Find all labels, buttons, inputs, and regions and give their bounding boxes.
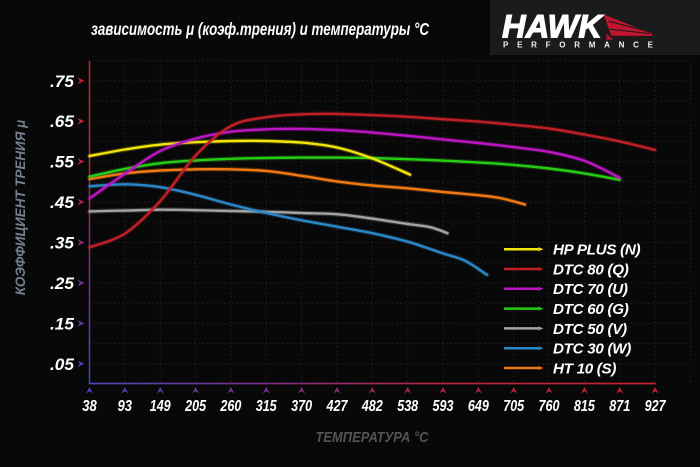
- svg-text:.35: .35: [50, 234, 75, 253]
- svg-text:.15: .15: [50, 314, 75, 333]
- svg-text:.75: .75: [50, 72, 75, 91]
- svg-text:427: 427: [326, 398, 349, 415]
- svg-text:.05: .05: [50, 355, 75, 374]
- svg-text:815: 815: [574, 398, 596, 415]
- svg-text:.45: .45: [50, 193, 75, 212]
- svg-text:DTC 80 (Q): DTC 80 (Q): [553, 261, 629, 278]
- svg-text:149: 149: [150, 398, 171, 415]
- svg-text:927: 927: [645, 398, 667, 415]
- svg-text:482: 482: [361, 398, 383, 415]
- svg-text:315: 315: [256, 398, 278, 415]
- svg-text:705: 705: [503, 398, 525, 415]
- svg-text:DTC 50 (V): DTC 50 (V): [553, 321, 627, 338]
- svg-text:205: 205: [184, 398, 207, 415]
- svg-text:370: 370: [291, 398, 312, 415]
- svg-text:871: 871: [609, 398, 630, 415]
- svg-text:93: 93: [118, 398, 133, 415]
- svg-text:HAWK: HAWK: [502, 9, 605, 45]
- svg-text:КОЭФФИЦИЕНТ ТРЕНИЯ μ: КОЭФФИЦИЕНТ ТРЕНИЯ μ: [13, 120, 28, 295]
- svg-text:260: 260: [220, 398, 242, 415]
- svg-text:.55: .55: [50, 153, 75, 172]
- svg-text:HP PLUS (N): HP PLUS (N): [553, 242, 641, 259]
- svg-text:зависимость μ (коэф.трения) и: зависимость μ (коэф.трения) и температур…: [91, 19, 429, 39]
- svg-text:.65: .65: [50, 112, 75, 131]
- svg-text:DTC 70 (U): DTC 70 (U): [553, 281, 628, 298]
- svg-text:38: 38: [82, 398, 97, 415]
- svg-text:538: 538: [397, 398, 418, 415]
- svg-text:PERFORMANCE: PERFORMANCE: [503, 41, 654, 50]
- svg-text:.25: .25: [50, 274, 75, 293]
- svg-text:649: 649: [468, 398, 489, 415]
- svg-text:760: 760: [539, 398, 560, 415]
- svg-text:HT 10 (S): HT 10 (S): [553, 360, 616, 377]
- svg-text:DTC 30 (W): DTC 30 (W): [553, 341, 631, 358]
- svg-text:593: 593: [433, 398, 454, 415]
- svg-text:ТЕМПЕРАТУРА °C: ТЕМПЕРАТУРА °C: [316, 429, 430, 446]
- svg-text:DTC 60 (G): DTC 60 (G): [553, 301, 629, 318]
